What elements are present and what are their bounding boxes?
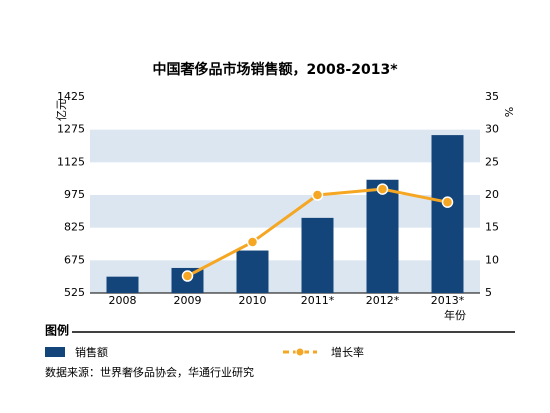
y-tick-label: 825 — [64, 221, 85, 234]
legend-label: 增长率 — [331, 345, 364, 359]
x-axis-label: 年份 — [444, 308, 466, 322]
y-tick-label: 1275 — [57, 123, 85, 136]
legend-swatch-dot — [295, 347, 305, 357]
y2-tick-label: 20 — [485, 188, 499, 201]
x-tick-label: 2013* — [431, 294, 465, 307]
line-point — [376, 183, 389, 195]
legend-label: 销售额 — [75, 345, 108, 359]
legend-swatch — [45, 347, 65, 357]
bar — [301, 217, 334, 293]
y2-tick-label: 10 — [485, 253, 499, 266]
y2-tick-label: 35 — [485, 90, 499, 103]
grid-band — [90, 195, 480, 228]
bar — [106, 276, 139, 293]
bar — [431, 135, 464, 293]
x-tick-label: 2008 — [109, 294, 137, 307]
line-point — [246, 236, 259, 248]
line-point — [441, 196, 454, 208]
y2-tick-label: 25 — [485, 155, 499, 168]
y2-tick-label: 5 — [485, 286, 492, 299]
line-point — [311, 189, 324, 201]
y2-tick-label: 30 — [485, 123, 499, 136]
x-tick-label: 2012* — [366, 294, 400, 307]
source: 数据来源：世界奢侈品协会，华通行业研究 — [45, 365, 254, 379]
legend-title: 图例 — [45, 323, 69, 338]
line-point — [181, 270, 194, 282]
bar — [236, 250, 269, 293]
grid-band — [90, 260, 480, 293]
y-tick-label: 675 — [64, 253, 85, 266]
x-tick-label: 2011* — [301, 294, 335, 307]
y2-axis-label: % — [503, 107, 516, 117]
grid-band — [90, 129, 480, 163]
y2-tick-label: 15 — [485, 221, 499, 234]
y-axis-label: 亿元 — [55, 99, 68, 121]
chart-title: 中国奢侈品市场销售额，2008-2013* — [152, 61, 398, 78]
y-tick-label: 975 — [64, 188, 85, 201]
y-tick-label: 1125 — [57, 155, 85, 168]
y-tick-label: 525 — [64, 286, 85, 299]
x-tick-label: 2010 — [239, 294, 267, 307]
bar — [366, 179, 399, 293]
x-tick-label: 2009 — [174, 294, 202, 307]
y-tick-label: 1425 — [57, 90, 85, 103]
